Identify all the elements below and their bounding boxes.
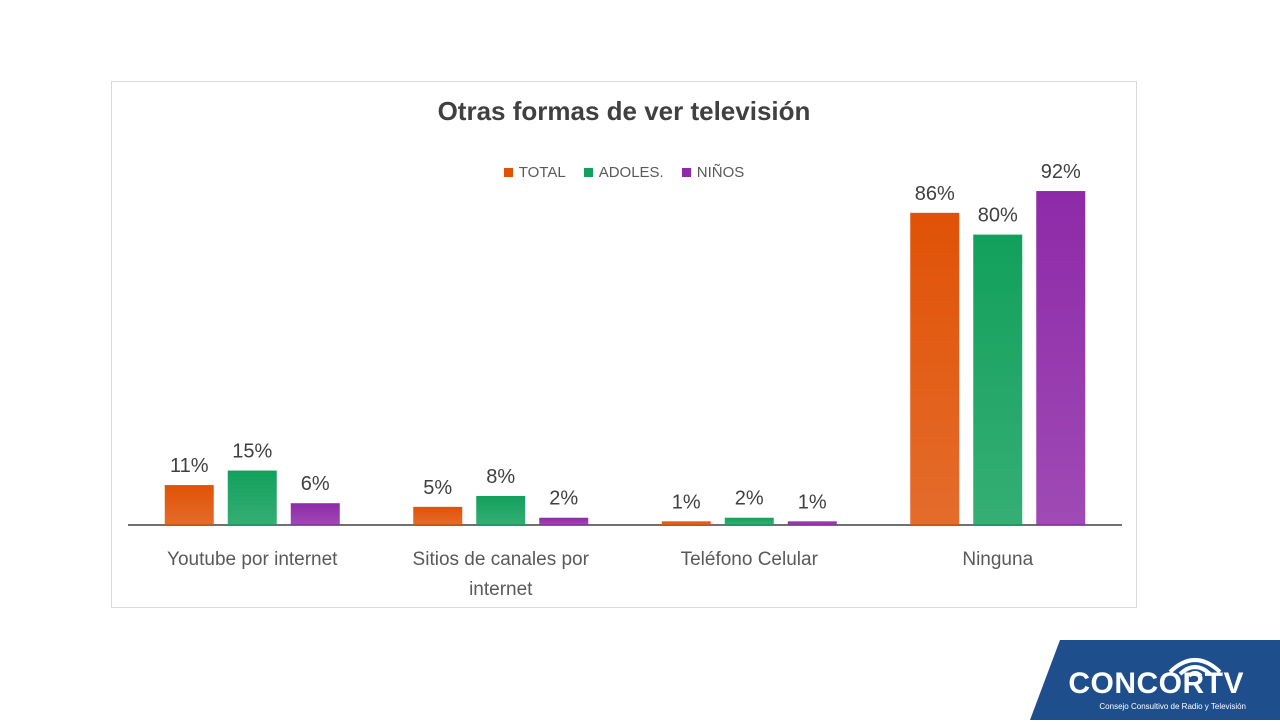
legend-item-ninos: NIÑOS [681,164,745,181]
bar-total-0 [164,485,214,525]
data-label-total-0: 11% [170,455,209,477]
chart-legend: TOTAL ADOLES. NIÑOS [112,164,1136,181]
bar-nios-1 [539,517,589,525]
category-label-0-0: Youtube por internet [167,549,338,570]
category-label-2-0: Teléfono Celular [681,549,819,570]
logo-subtitle: Consejo Consultivo de Radio y Televisión [1099,702,1246,711]
data-label-adoles-2: 2% [735,488,764,510]
bar-nios-3 [1036,191,1086,525]
legend-swatch-adoles [583,168,593,177]
legend-label-total: TOTAL [518,164,566,181]
category-label-1-0: Sitios de canales por [413,549,590,570]
logo-background [1030,640,1280,720]
data-label-total-1: 5% [423,477,452,499]
bar-total-3 [910,212,960,525]
legend-item-total: TOTAL [503,164,566,181]
data-label-nios-2: 1% [798,491,827,513]
data-label-total-3: 86% [915,183,955,205]
bar-adoles-2 [724,517,774,525]
bar-nios-2 [787,521,837,525]
bar-adoles-1 [476,495,526,525]
legend-item-adoles: ADOLES. [583,164,664,181]
logo-name: CONCORTV [1068,667,1244,700]
bar-adoles-0 [227,470,277,525]
data-label-nios-0: 6% [301,473,330,495]
bar-total-2 [661,521,711,525]
chart-title: Otras formas de ver televisión [437,96,811,126]
data-label-adoles-0: 15% [232,441,272,463]
bar-total-1 [413,506,463,525]
legend-label-adoles: ADOLES. [598,164,664,181]
data-label-total-2: 1% [672,491,701,513]
data-label-adoles-3: 80% [978,205,1018,227]
bar-plot: 11% 15% 6% Youtube por internet 5% 8% 2% Sitios… [128,161,1122,600]
data-label-nios-1: 2% [549,488,578,510]
data-label-adoles-1: 8% [486,466,515,488]
legend-swatch-ninos [681,168,691,177]
bar-nios-0 [290,503,340,525]
concortv-logo: CONCORTV Consejo Consultivo de Radio y T… [1030,640,1280,720]
legend-label-ninos: NIÑOS [696,164,745,181]
category-label-1-1: internet [469,579,533,600]
bar-adoles-3 [973,234,1023,525]
category-label-3-0: Ninguna [962,549,1033,570]
chart-frame: Otras formas de ver televisión TOTAL ADO… [111,81,1137,608]
legend-swatch-total [503,168,513,177]
data-label-nios-3: 92% [1041,161,1081,183]
